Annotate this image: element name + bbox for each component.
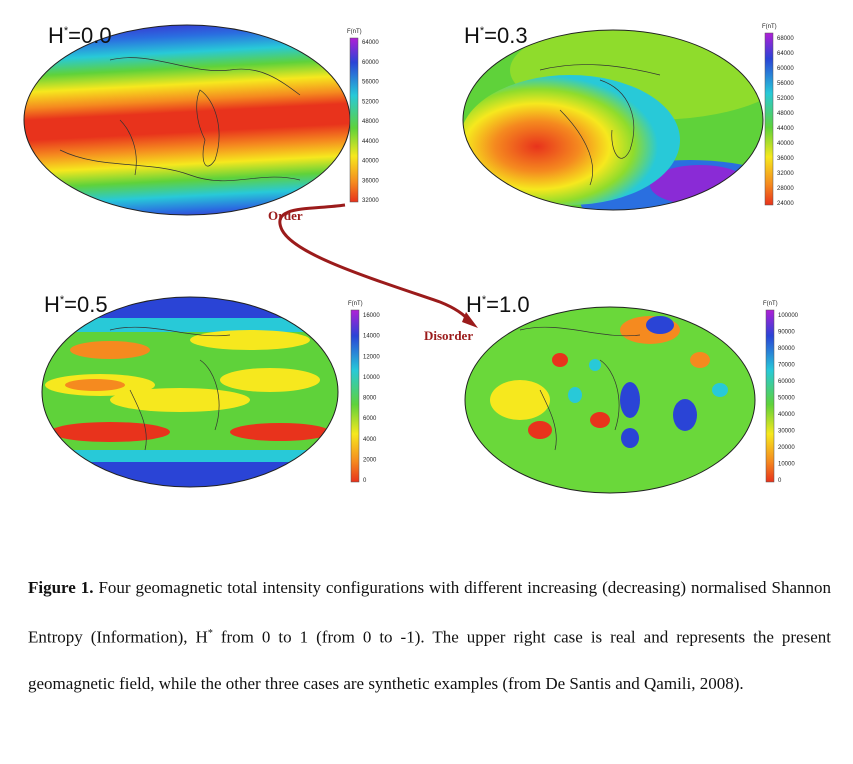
disorder-label: Disorder — [424, 328, 473, 343]
colorbar-tick-label: 44000 — [777, 126, 794, 132]
colorbar-tick-label: 14000 — [363, 334, 380, 340]
globe-map-h03 — [462, 29, 764, 211]
colorbar-tick-label: 56000 — [362, 80, 379, 86]
colorbar-tick-label: 10000 — [363, 375, 380, 381]
svg-text:F(nT): F(nT) — [762, 24, 777, 30]
figure-number: Figure 1. — [28, 578, 94, 597]
colorbar-h0: F(nT) 64000 60000 56000 52000 48000 44000 4000… — [347, 29, 379, 204]
colorbar-tick-label: 40000 — [778, 412, 795, 418]
colorbar-tick-label: 70000 — [778, 363, 795, 369]
panel-label-h03: H*=0.3 — [464, 23, 528, 48]
colorbar-tick-label: 60000 — [778, 379, 795, 385]
colorbar-tick-label: 64000 — [777, 51, 794, 57]
panel-label-h0: H*=0.0 — [48, 23, 112, 48]
globe-map-h10 — [464, 306, 756, 494]
colorbar-tick-label: 0 — [778, 478, 782, 484]
colorbar-tick-label: 40000 — [777, 141, 794, 147]
colorbar-tick-label: 24000 — [777, 201, 794, 207]
figure-caption: Figure 1. Four geomagnetic total intensi… — [28, 565, 831, 707]
caption-sup: * — [207, 628, 213, 639]
colorbar-h03: F(nT) 68000 64000 60000 56000 52000 48000 4400… — [762, 24, 794, 207]
colorbar-tick-label: 68000 — [777, 36, 794, 42]
colorbar-tick-label: 64000 — [362, 40, 379, 46]
colorbar-tick-label: 28000 — [777, 186, 794, 192]
colorbar-tick-label: 100000 — [778, 313, 799, 319]
globe-map-h05 — [41, 296, 339, 488]
figure-image: H*=0.0 H*=0.3 H*=0.5 H*=1.0 F(nT) 64000 6… — [23, 23, 799, 494]
colorbar-tick-label: 20000 — [778, 445, 795, 451]
colorbar-tick-label: 36000 — [777, 156, 794, 162]
colorbar-tick-label: 40000 — [362, 159, 379, 165]
svg-text:F(nT): F(nT) — [347, 29, 362, 35]
colorbar-tick-label: 32000 — [777, 171, 794, 177]
colorbar-tick-label: 30000 — [778, 429, 795, 435]
colorbar-tick-label: 90000 — [778, 330, 795, 336]
svg-text:F(nT): F(nT) — [348, 301, 363, 307]
order-label: Order — [268, 208, 303, 223]
colorbar-tick-label: 44000 — [362, 139, 379, 145]
colorbar-tick-label: 8000 — [363, 396, 377, 402]
colorbar-tick-label: 48000 — [777, 111, 794, 117]
colorbar-tick-label: 80000 — [778, 346, 795, 352]
colorbar-tick-label: 50000 — [778, 396, 795, 402]
panel-label-h05: H*=0.5 — [44, 292, 108, 317]
colorbar-h05: F(nT) 16000 14000 12000 10000 8000 6000 4000 20… — [348, 301, 380, 484]
colorbar-tick-label: 32000 — [362, 198, 379, 204]
caption-text-2: from 0 to 1 (from 0 to -1). The upper ri… — [28, 627, 831, 693]
caption-text-1: Four geomagnetic total intensity configu… — [28, 578, 831, 647]
colorbar-tick-label: 52000 — [777, 96, 794, 102]
colorbar-h10: F(nT) 1000009000080000700006000050000400… — [763, 301, 799, 484]
svg-text:F(nT): F(nT) — [763, 301, 778, 307]
colorbar-tick-label: 6000 — [363, 416, 377, 422]
order-disorder-arrow: Order Disorder — [268, 203, 478, 343]
colorbar-tick-label: 48000 — [362, 119, 379, 125]
colorbar-tick-label: 4000 — [363, 437, 377, 443]
panel-label-h10: H*=1.0 — [466, 292, 530, 317]
colorbar-tick-label: 0 — [363, 478, 367, 484]
colorbar-tick-label: 56000 — [777, 81, 794, 87]
colorbar-tick-label: 10000 — [778, 462, 795, 468]
colorbar-tick-label: 36000 — [362, 178, 379, 184]
colorbar-tick-label: 2000 — [363, 457, 377, 463]
colorbar-tick-label: 60000 — [777, 66, 794, 72]
colorbar-tick-label: 12000 — [363, 354, 380, 360]
colorbar-tick-label: 52000 — [362, 99, 379, 105]
colorbar-tick-label: 60000 — [362, 60, 379, 66]
colorbar-tick-label: 16000 — [363, 313, 380, 319]
